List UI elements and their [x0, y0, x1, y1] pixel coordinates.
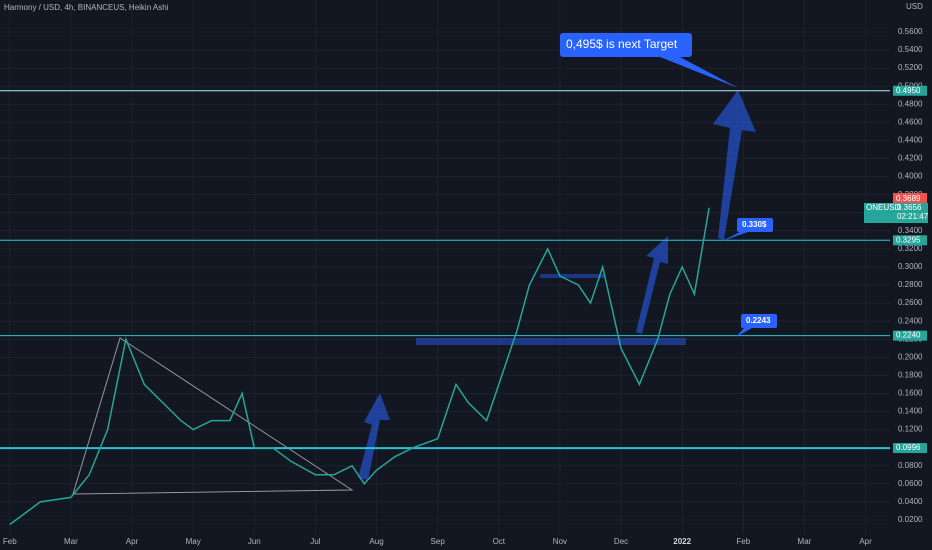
y-tick-label: 0.1800: [898, 371, 923, 380]
y-tick-label: 0.0200: [898, 515, 923, 524]
y-tick-label: 0.2400: [898, 316, 923, 325]
arrow: [713, 90, 756, 240]
y-tick-label: 0.5400: [898, 45, 923, 54]
level-label: 0.4950: [896, 86, 921, 95]
callout-box: [741, 314, 777, 328]
y-tick-label: 0.3400: [898, 226, 923, 235]
callout-pointer: [736, 328, 752, 337]
x-tick-label: Feb: [3, 537, 17, 546]
price-badge: [864, 203, 928, 223]
callout-text: 0.330$: [742, 220, 767, 229]
x-tick-label: 2022: [673, 537, 691, 546]
arrow: [358, 393, 390, 480]
y-tick-label: 0.4800: [898, 99, 923, 108]
y-tick-label: 0.1600: [898, 389, 923, 398]
zone-box: [416, 338, 686, 345]
y-tick-label: 0.0400: [898, 497, 923, 506]
price-line: [9, 207, 710, 526]
y-tick-label: 0.3000: [898, 262, 923, 271]
high-label: 0.3689: [896, 194, 921, 203]
y-tick-label: 0.4600: [898, 117, 923, 126]
level-label: 0.3295: [896, 235, 921, 244]
y-tick-label: 0.4400: [898, 136, 923, 145]
y-tick-label: 0.5600: [898, 27, 923, 36]
last-price: 0.3656: [897, 203, 922, 212]
y-tick-label: 0.2600: [898, 298, 923, 307]
arrow: [636, 236, 668, 334]
high-badge: [893, 193, 927, 204]
callout-pointer: [722, 232, 748, 241]
y-tick-label: 0.0600: [898, 479, 923, 488]
level-badge: [893, 443, 927, 454]
x-tick-label: Apr: [859, 537, 872, 546]
y-tick-label: 0.4000: [898, 172, 923, 181]
triangle-drawing: [72, 337, 354, 495]
currency: USD: [906, 2, 923, 11]
x-tick-label: Jun: [248, 537, 261, 546]
y-tick-label: 0.1200: [898, 425, 923, 434]
countdown: 02:21:47: [897, 212, 929, 221]
data-layer: [0, 90, 890, 526]
y-tick-label: 0.4200: [898, 154, 923, 163]
callout-text: 0.2243: [746, 316, 771, 325]
x-tick-label: Apr: [126, 537, 139, 546]
level-badge: [893, 85, 927, 96]
x-tick-label: Dec: [614, 537, 628, 546]
y-tick-label: 0.2000: [898, 352, 923, 361]
y-tick-label: 0.0800: [898, 461, 923, 470]
x-tick-label: Feb: [736, 537, 750, 546]
callout-box: [737, 218, 773, 232]
x-tick-label: May: [186, 537, 201, 546]
x-tick-label: Oct: [493, 537, 506, 546]
x-tick-label: Mar: [64, 537, 78, 546]
chart-title: Harmony / USD, 4h, BINANCEUS, Heikin Ash…: [4, 3, 169, 12]
x-tick-label: Jul: [310, 537, 320, 546]
y-tick-label: 0.5200: [898, 63, 923, 72]
callout-box: [560, 33, 692, 57]
zone-box: [540, 274, 604, 278]
callout-pointer: [660, 57, 738, 88]
y-tick-label: 0.3200: [898, 244, 923, 253]
level-badge: [893, 235, 927, 246]
x-axis-bg: [0, 536, 932, 550]
x-tick-label: Nov: [553, 537, 567, 546]
x-tick-label: Sep: [431, 537, 446, 546]
symbol: ONEUSD: [866, 203, 900, 212]
y-tick-label: 0.1400: [898, 407, 923, 416]
level-badge: [893, 330, 927, 341]
x-tick-label: Mar: [798, 537, 812, 546]
level-label: 0.2240: [896, 331, 921, 340]
x-tick-label: Aug: [369, 537, 383, 546]
callout-text: 0,495$ is next Target: [566, 37, 678, 51]
y-tick-label: 0.2800: [898, 280, 923, 289]
level-label: 0.0996: [896, 443, 921, 452]
